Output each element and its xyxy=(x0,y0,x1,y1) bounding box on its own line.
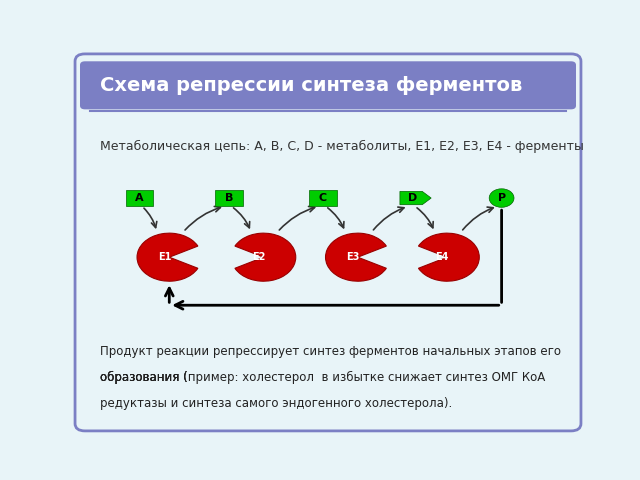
Text: Схема репрессии синтеза ферментов: Схема репрессии синтеза ферментов xyxy=(100,76,522,95)
Text: образования (: образования ( xyxy=(100,371,188,384)
Text: E2: E2 xyxy=(252,252,266,262)
Text: A: A xyxy=(135,193,144,203)
Text: E4: E4 xyxy=(435,252,449,262)
Wedge shape xyxy=(326,233,387,281)
Text: образования (: образования ( xyxy=(100,371,188,384)
Text: P: P xyxy=(497,193,506,203)
FancyBboxPatch shape xyxy=(309,190,337,206)
FancyBboxPatch shape xyxy=(80,61,576,109)
Text: образования (пример: холестерол  в избытке снижает синтез ОМГ КоА: образования (пример: холестерол в избытк… xyxy=(100,371,545,384)
Text: D: D xyxy=(408,193,417,203)
Text: E1: E1 xyxy=(157,252,171,262)
Wedge shape xyxy=(419,233,479,281)
Text: Метаболическая цепь: А, В, С, D - метаболиты, Е1, Е2, Е3, Е4 - ферменты: Метаболическая цепь: А, В, С, D - метабо… xyxy=(100,140,584,153)
FancyBboxPatch shape xyxy=(215,190,243,206)
Text: C: C xyxy=(319,193,327,203)
Text: B: B xyxy=(225,193,233,203)
FancyBboxPatch shape xyxy=(75,54,581,431)
Text: Продукт реакции репрессирует синтез ферментов начальных этапов его: Продукт реакции репрессирует синтез ферм… xyxy=(100,345,561,358)
FancyBboxPatch shape xyxy=(125,190,154,206)
Circle shape xyxy=(489,189,514,207)
Wedge shape xyxy=(137,233,198,281)
Wedge shape xyxy=(235,233,296,281)
Text: редуктазы и синтеза самого эндогенного холестерола).: редуктазы и синтеза самого эндогенного х… xyxy=(100,396,452,409)
Text: E3: E3 xyxy=(346,252,360,262)
Polygon shape xyxy=(400,192,431,204)
